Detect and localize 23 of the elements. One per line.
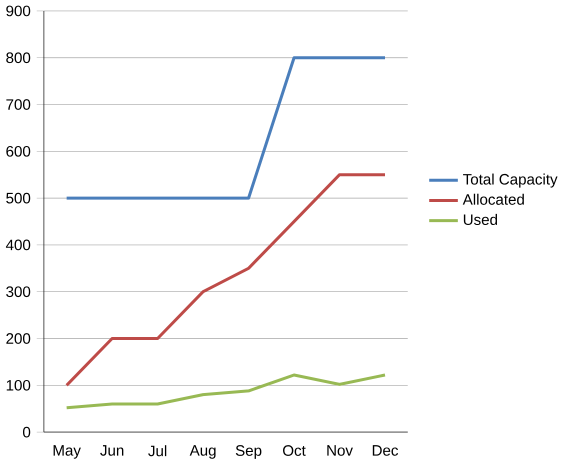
legend-label: Total Capacity: [463, 173, 558, 188]
y-tick-label: 900: [6, 5, 30, 16]
y-tick-label: 700: [6, 98, 30, 110]
y-tick-label: 0: [22, 426, 30, 438]
x-tick-label: Jul: [148, 444, 166, 456]
x-tick-label: May: [54, 444, 81, 458]
y-tick-label: 100: [6, 380, 30, 390]
y-tick-label: 400: [6, 239, 30, 250]
y-tick-label: 200: [6, 332, 30, 344]
x-tick-label: Aug: [190, 444, 216, 458]
y-tick-label: 600: [6, 146, 30, 156]
x-tick-label: Sep: [236, 444, 262, 459]
legend-label: Allocated: [462, 193, 524, 205]
x-tick-label: Jun: [100, 444, 124, 456]
y-tick-label: 300: [6, 286, 30, 297]
y-tick-label: 500: [6, 192, 30, 204]
x-tick-label: Dec: [372, 444, 398, 456]
line-series: [65, 172, 387, 387]
legend-label: Used: [464, 214, 497, 225]
x-tick-label: Nov: [327, 444, 353, 456]
line-series: [65, 373, 387, 410]
x-tick-label: Oct: [283, 444, 306, 456]
y-tick-label: 800: [6, 52, 30, 63]
